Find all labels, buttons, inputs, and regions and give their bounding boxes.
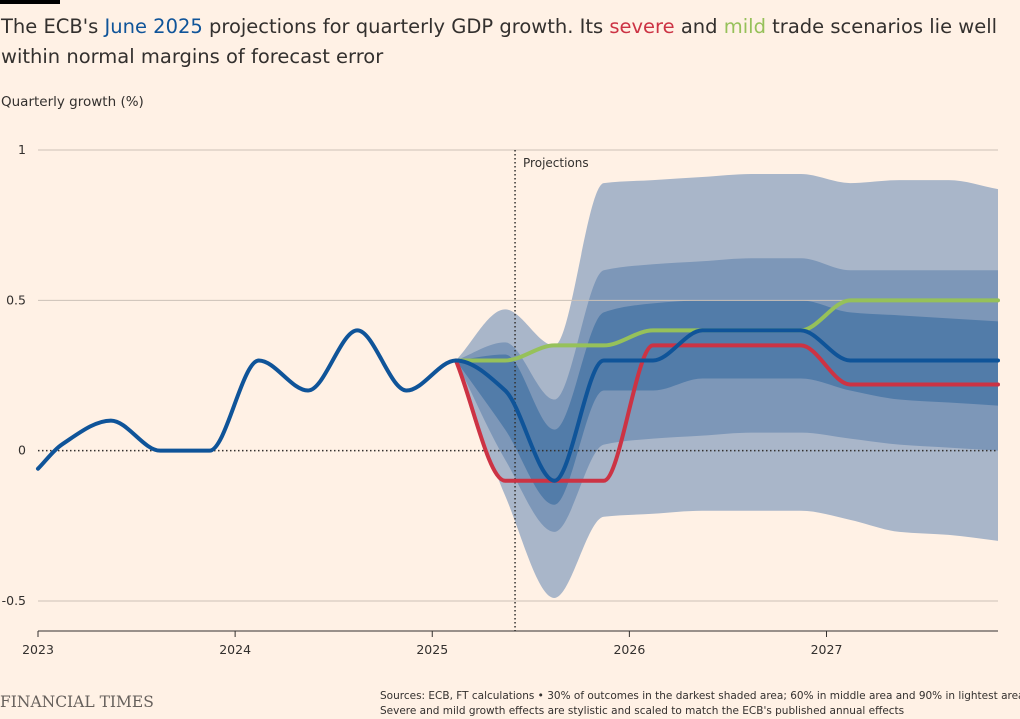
y-tick-label: -0.5	[2, 593, 26, 608]
source-line-1: Sources: ECB, FT calculations • 30% of o…	[380, 690, 1020, 702]
band30-area	[455, 300, 998, 505]
title-text-4: trade scenarios lie well within normal m…	[1, 15, 998, 68]
source-line-2: Severe and mild growth effects are styli…	[380, 705, 905, 717]
y-tick-label: 0	[18, 443, 26, 458]
title-severe-highlight: severe	[609, 15, 675, 38]
x-tick-label: 2024	[219, 642, 251, 657]
severe-line	[453, 343, 1000, 483]
gridlines	[37, 149, 998, 637]
title-mild-highlight: mild	[723, 15, 766, 38]
x-tick-label: 2023	[22, 642, 54, 657]
uncertainty-bands	[455, 174, 998, 598]
chart-title: The ECB's June 2025 projections for quar…	[1, 12, 1016, 72]
baseline-line	[36, 328, 1000, 483]
y-tick-label: 0.5	[6, 292, 26, 307]
y-axis-label: Quarterly growth (%)	[1, 94, 144, 110]
series-lines	[36, 298, 1000, 483]
x-tick-label: 2025	[416, 642, 448, 657]
y-tick-label: 1	[18, 142, 26, 157]
title-text-3: and	[674, 15, 724, 38]
x-tick-label: 2027	[811, 642, 843, 657]
projection-marker-label: Projections	[523, 156, 589, 170]
ft-top-bar	[0, 0, 60, 4]
x-tick-label: 2026	[613, 642, 645, 657]
title-june-highlight: June 2025	[104, 15, 203, 38]
axis-labels: 1 0.5 0 -0.5 2023 2024 2025 2026 2027 Projections	[2, 142, 843, 657]
title-text-2: projections for quarterly GDP growth. It…	[202, 15, 610, 38]
ft-logo: FINANCIAL TIMES	[0, 693, 154, 711]
source-note: Sources: ECB, FT calculations • 30% of o…	[380, 689, 1020, 719]
title-text-1: The ECB's	[1, 15, 105, 38]
